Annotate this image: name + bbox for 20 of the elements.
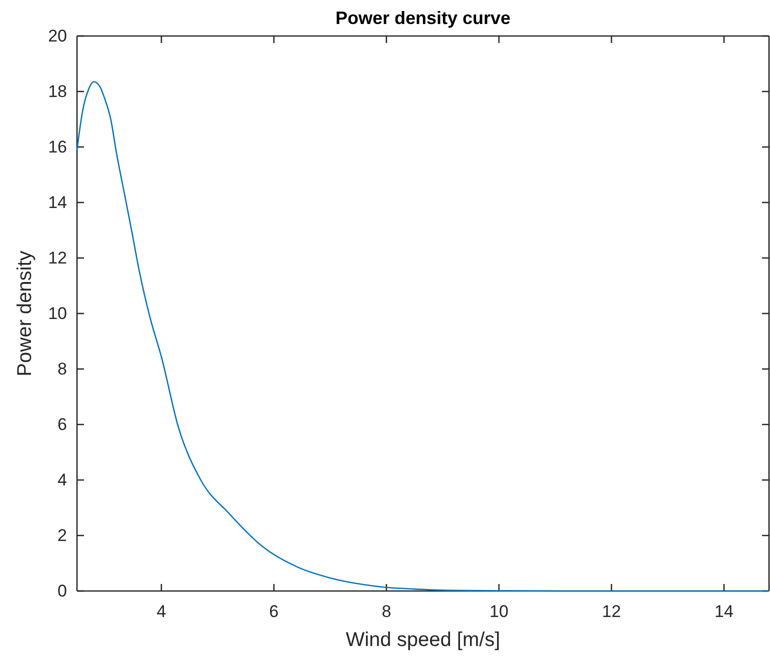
x-tick-label: 14: [714, 602, 734, 622]
x-tick-label: 12: [602, 602, 621, 622]
y-tick-label: 2: [58, 526, 67, 545]
y-tick-label: 12: [48, 248, 67, 268]
y-tick-label: 16: [48, 137, 67, 156]
y-tick-label: 8: [58, 359, 67, 378]
y-tick-label: 14: [48, 192, 67, 212]
x-tick-label: 8: [382, 602, 392, 622]
x-tick-label: 10: [489, 602, 508, 622]
y-axis-title: Power density: [14, 250, 36, 376]
y-tick-label: 4: [58, 470, 67, 490]
x-tick-label: 6: [269, 602, 279, 622]
y-tick-label: 10: [48, 304, 67, 323]
y-tick-label: 6: [58, 414, 67, 434]
y-tick-label: 18: [48, 82, 67, 101]
chart-title: Power density curve: [335, 8, 511, 28]
y-tick-label: 0: [58, 581, 67, 600]
y-tick-label: 20: [48, 26, 67, 46]
x-tick-label: 4: [156, 602, 166, 622]
x-axis-title: Wind speed [m/s]: [346, 629, 500, 651]
